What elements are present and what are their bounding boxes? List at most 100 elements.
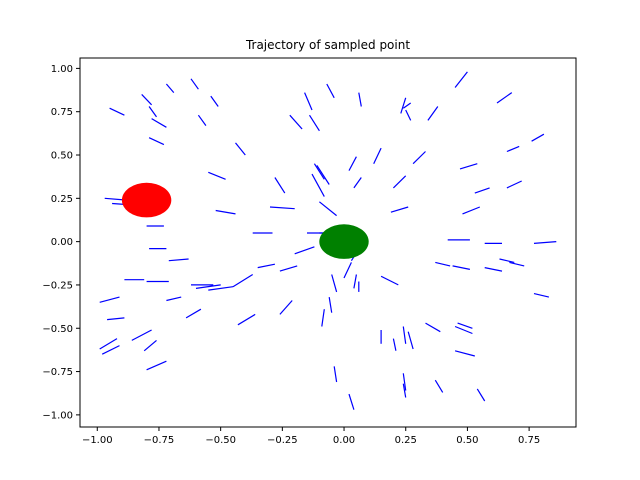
trajectory-segment [353, 274, 357, 289]
trajectory-segment [392, 175, 407, 189]
x-tick-label: 0.25 [395, 435, 417, 446]
trajectory-segment [185, 308, 202, 319]
trajectory-segment [353, 177, 362, 189]
x-tick-label: −0.50 [205, 435, 236, 446]
trajectory-segment [232, 273, 254, 288]
trajectory-segment [131, 329, 152, 341]
x-tick-label: −1.00 [82, 435, 113, 446]
trajectory-segment [402, 373, 407, 391]
y-tick-label: −1.00 [42, 410, 73, 421]
trajectory-segment [333, 366, 338, 383]
trajectory-segment [148, 106, 157, 118]
trajectory-segment [195, 284, 221, 289]
goal-marker [319, 224, 369, 259]
trajectory-segment [279, 265, 298, 272]
trajectory-segment [308, 114, 320, 132]
trajectory-segment [348, 393, 355, 410]
trajectory-segment [311, 173, 325, 197]
trajectory-segment [454, 350, 475, 357]
trajectory-segment [328, 297, 333, 313]
trajectory-segment [269, 206, 295, 210]
trajectory-segment [109, 107, 125, 116]
chart-title: Trajectory of sampled point [245, 38, 410, 52]
trajectory-segment [499, 258, 515, 263]
trajectory-segment [326, 83, 335, 99]
trajectory-segment [457, 322, 473, 329]
x-tick-label: 0.00 [333, 435, 355, 446]
trajectory-segment [235, 142, 246, 156]
x-tick-label: 0.50 [456, 435, 478, 446]
trajectory-segment [146, 360, 167, 371]
trajectory-segment [412, 151, 426, 165]
trajectory-segment [452, 265, 471, 270]
trajectory-segment [405, 109, 412, 121]
trajectory-segment [215, 209, 236, 215]
trajectory-segment [380, 275, 399, 286]
trajectory-segment [462, 206, 481, 215]
trajectory-segment [237, 313, 256, 326]
trajectory-segment [392, 338, 397, 351]
y-tick-label: 0.00 [51, 237, 73, 248]
trajectory-segment [143, 339, 157, 352]
x-tick-label: 0.75 [518, 435, 540, 446]
trajectory-segment [99, 338, 118, 350]
y-tick-label: −0.75 [42, 367, 73, 378]
trajectory-segment [208, 171, 226, 180]
trajectory-segment [425, 322, 441, 333]
trajectory-segment [348, 156, 357, 171]
trajectory-segment [358, 92, 362, 107]
trajectory-segment [294, 246, 315, 255]
trajectory-segment [313, 163, 325, 180]
trajectory-segment [533, 241, 557, 244]
y-tick-label: −0.25 [42, 280, 73, 291]
trajectory-segment [506, 145, 520, 153]
trajectory-segment [319, 201, 337, 217]
trajectory-segment [459, 163, 478, 170]
trajectory-segment [289, 114, 303, 130]
trajectory-segment [343, 262, 352, 279]
trajectory-segment [402, 383, 407, 398]
trajectory-segment [304, 92, 313, 111]
trajectory-segment [257, 263, 276, 269]
trajectory-segment [484, 267, 503, 272]
trajectory-segment [208, 286, 234, 291]
trajectory-segment [274, 177, 286, 194]
y-tick-label: 1.00 [51, 64, 73, 75]
trajectory-segment [454, 71, 468, 88]
trajectory-segment [496, 92, 513, 104]
trajectory-segment [402, 326, 407, 344]
trajectory-segment [476, 388, 486, 402]
trajectory-segment [407, 331, 414, 350]
trajectory-segment [168, 258, 189, 262]
trajectory-segment [402, 102, 412, 109]
trajectory-segment [434, 379, 444, 393]
trajectory-segment [165, 83, 175, 93]
y-tick-label: −0.50 [42, 324, 73, 335]
trajectory-segment [373, 147, 382, 164]
trajectory-segment [190, 78, 199, 90]
trajectory-segment [151, 118, 167, 128]
trajectory-segment [107, 317, 125, 321]
trajectory-segment [279, 300, 293, 315]
trajectory-segment [509, 261, 525, 267]
y-tick-label: 0.50 [51, 151, 73, 162]
trajectory-segment [454, 325, 473, 335]
trajectory-segment [166, 296, 182, 302]
trajectory-segment [506, 180, 522, 189]
plot-frame [79, 57, 577, 428]
trajectory-segment [321, 309, 325, 327]
trajectory-segment [390, 206, 409, 213]
trajectory-segment [474, 187, 490, 194]
y-tick-label: 0.25 [51, 194, 73, 205]
trajectory-segment [141, 93, 153, 106]
trajectory-segment [400, 97, 407, 114]
trajectory-segment [316, 165, 330, 185]
trajectory-segment [101, 345, 120, 355]
trajectory-segment [533, 293, 550, 298]
marker-group [121, 182, 369, 259]
start-marker [121, 182, 172, 218]
trajectory-segment [435, 261, 451, 267]
trajectory-segment [427, 106, 439, 121]
trajectory-segment [197, 114, 207, 126]
